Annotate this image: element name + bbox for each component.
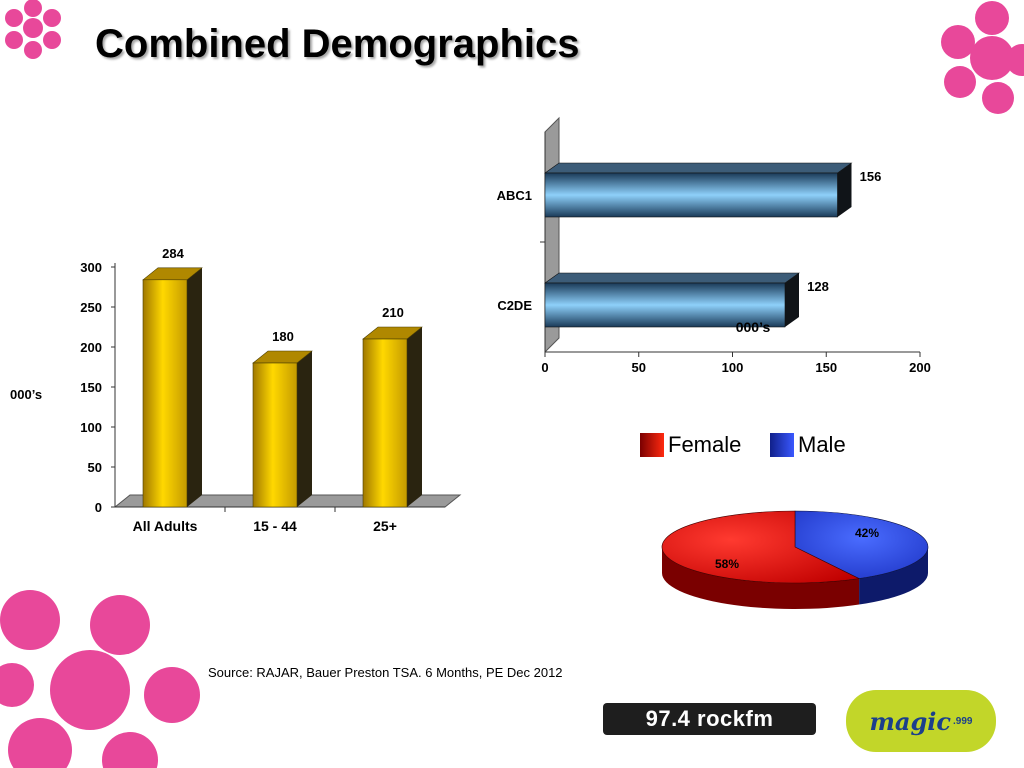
legend-female-label: Female	[668, 432, 742, 457]
y-axis-label: 000’s	[10, 387, 42, 402]
x-tick-label: All Adults	[133, 518, 198, 534]
x-tick-label: 15 - 44	[253, 518, 297, 534]
pie-label-female: 58%	[715, 557, 739, 571]
page-title: Combined Demographics	[95, 22, 580, 66]
x-tick-label: 150	[815, 360, 837, 375]
bar	[252, 362, 298, 508]
bar-side	[187, 267, 202, 507]
flower-decoration-top-left	[5, 0, 61, 59]
y-tick-label: 50	[88, 460, 102, 475]
y-tick-label: 200	[80, 340, 102, 355]
bar-side	[785, 273, 799, 327]
bar-value-label: 180	[272, 329, 294, 344]
pie-side-female	[662, 547, 860, 609]
bar-top	[544, 272, 800, 284]
magic-logo: magic .999	[846, 690, 996, 752]
x-tick-label: 50	[632, 360, 646, 375]
legend-male: Male	[770, 432, 846, 458]
y-tick-label: ABC1	[497, 188, 532, 203]
female-swatch	[640, 433, 664, 457]
flower-decoration-top-right	[941, 1, 1024, 114]
bar-side	[297, 351, 312, 507]
y-tick-label: 300	[80, 260, 102, 275]
bar-value-label: 284	[162, 246, 184, 261]
magic-logo-text: magic	[869, 706, 951, 736]
y-tick-label: 0	[95, 500, 102, 515]
bar-side	[407, 327, 422, 507]
socioeconomic-bar-chart: 0 50 100 150 200 156 ABC1 128 C2DE 000’s	[497, 116, 931, 375]
pie-label-male: 42%	[855, 526, 879, 540]
gender-pie-chart: 58% 42%	[661, 510, 929, 609]
rockfm-logo: 97.4 rockfm	[603, 703, 816, 735]
bar	[142, 279, 188, 508]
bar-top	[544, 162, 853, 174]
x-tick-label: 0	[541, 360, 548, 375]
pie-slice-female	[661, 510, 861, 584]
bar-value-label: 128	[807, 279, 829, 294]
age-bar-chart: 0 50 100 150 200 250 300 000’s 284 All Adults 180 1…	[10, 246, 462, 534]
x-axis-label: 000’s	[736, 319, 771, 335]
legend-male-label: Male	[798, 432, 846, 457]
x-tick-label: 200	[909, 360, 931, 375]
bar-value-label: 210	[382, 305, 404, 320]
x-tick-label: 25+	[373, 518, 397, 534]
flower-decoration-bottom-left	[0, 590, 200, 768]
pie-slice-male	[794, 510, 929, 579]
bar-value-label: 156	[860, 169, 882, 184]
source-note: Source: RAJAR, Bauer Preston TSA. 6 Mont…	[208, 665, 563, 680]
y-tick-label: 100	[80, 420, 102, 435]
bar	[362, 338, 408, 508]
bar	[544, 172, 838, 218]
rockfm-logo-text: 97.4 rockfm	[645, 706, 774, 731]
legend-female: Female	[640, 432, 741, 458]
y-tick-label: C2DE	[497, 298, 532, 313]
pie-side-male	[859, 547, 928, 605]
bar-side	[837, 163, 852, 217]
magic-logo-frequency: .999	[953, 715, 973, 727]
bar	[544, 282, 786, 328]
y-tick-label: 250	[80, 300, 102, 315]
male-swatch	[770, 433, 794, 457]
x-tick-label: 100	[722, 360, 744, 375]
y-tick-label: 150	[80, 380, 102, 395]
